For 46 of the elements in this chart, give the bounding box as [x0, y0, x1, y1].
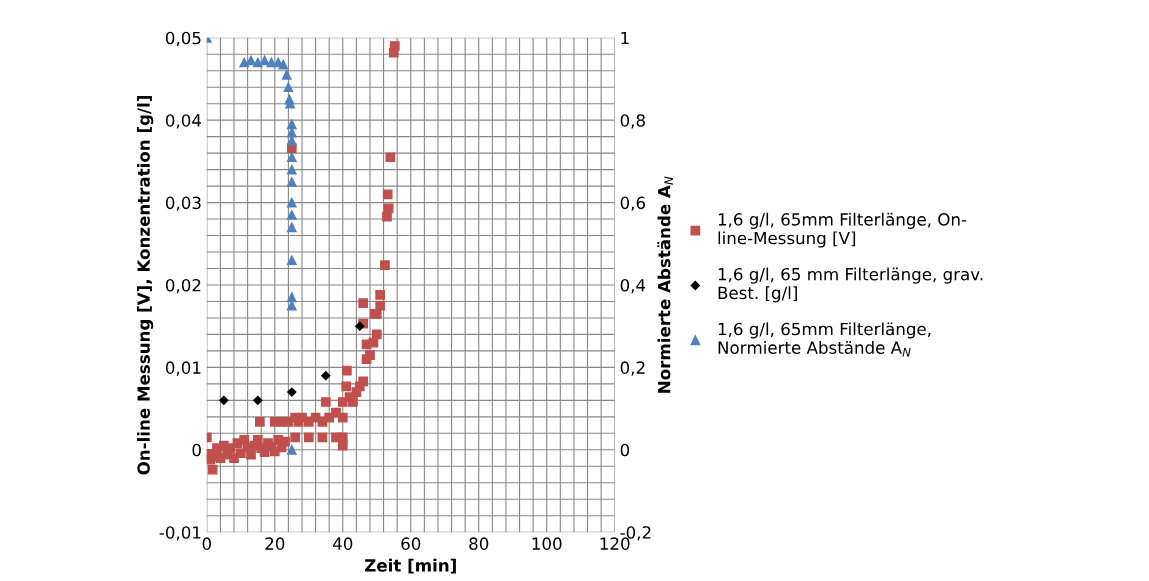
- y2-tick-label: 0,2: [620, 361, 645, 376]
- y-tick-label: 0,01: [165, 361, 201, 376]
- point: [239, 57, 250, 68]
- y2-axis-title: Normierte Abstände A$_{N}$: [657, 176, 673, 393]
- legend-label: 1,6 g/l, 65mm Filterlänge, Normierte Abstände A$_{N}$: [718, 322, 931, 357]
- x-tick-label: 40: [333, 537, 353, 550]
- y2-tick-label: 0,6: [620, 196, 646, 211]
- y-tick-label: 0,03: [165, 196, 201, 211]
- point: [219, 395, 229, 405]
- legend-label: 1,6 g/l, 65mm Filterlänge, On- line-Messung [V]: [718, 212, 967, 248]
- y2-tick-label: 0,8: [620, 114, 645, 129]
- y-tick-label: 0,02: [165, 278, 201, 294]
- point: [286, 152, 297, 163]
- y2-tick-label: 0,4: [620, 278, 646, 294]
- x-tick-label: 0: [202, 537, 212, 550]
- point: [278, 59, 289, 70]
- point: [286, 119, 297, 130]
- point: [286, 197, 297, 208]
- point: [281, 69, 292, 80]
- point: [286, 255, 297, 266]
- point: [283, 82, 294, 93]
- y-axis-title: On-line Messung [V], Konzentration [g/l]: [137, 96, 154, 475]
- y-tick-label: 0,04: [165, 114, 202, 129]
- point: [321, 371, 331, 381]
- x-axis-title: Zeit [min]: [364, 558, 456, 574]
- x-tick-label: 100: [532, 537, 562, 550]
- y-tick-label: 0,05: [165, 31, 201, 47]
- point: [355, 321, 365, 331]
- point: [286, 210, 297, 220]
- point: [286, 222, 297, 233]
- point: [252, 57, 263, 68]
- x-tick-label: 60: [401, 537, 421, 550]
- x-tick-label: 80: [469, 537, 489, 550]
- point: [286, 164, 297, 175]
- y2-tick-label: 0: [620, 443, 630, 457]
- point: [253, 395, 263, 405]
- point: [259, 55, 270, 66]
- point: [287, 387, 297, 397]
- point: [286, 177, 297, 187]
- y-tick-label: 0: [192, 443, 201, 457]
- point: [286, 444, 297, 455]
- x-tick-label: 20: [265, 537, 285, 550]
- point: [286, 292, 297, 303]
- y-tick-label: -0,01: [159, 526, 201, 541]
- legend-label: 1,6 g/l, 65 mm Filterlänge, grav. Best. [g/l]: [718, 267, 983, 303]
- y2-tick-label: 1: [621, 31, 629, 45]
